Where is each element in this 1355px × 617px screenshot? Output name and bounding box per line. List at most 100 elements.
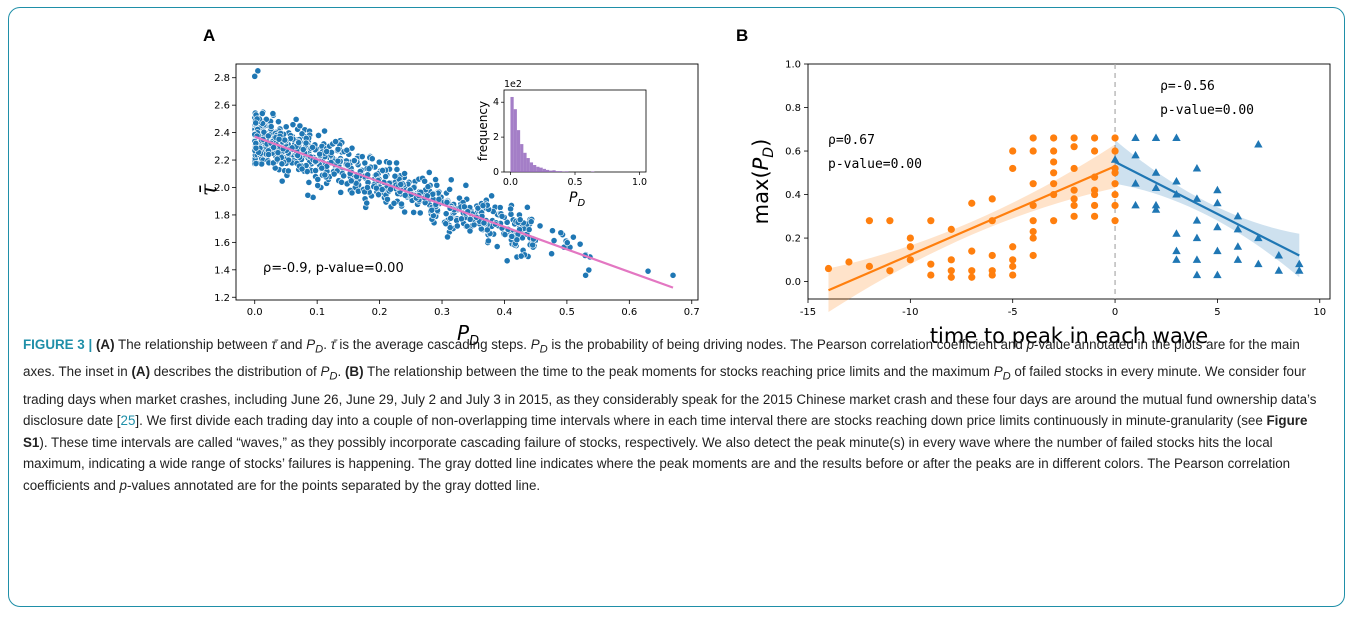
scatter-point [1151, 200, 1161, 209]
scatter-point [348, 189, 356, 197]
x-tick-label: 10 [1313, 307, 1326, 318]
scatter-point [1029, 251, 1037, 260]
caption-p: p [1026, 337, 1035, 352]
scatter-point [886, 217, 894, 225]
x-tick-label: 0.7 [684, 307, 700, 318]
inset-bar [523, 152, 527, 172]
caption-figure-s1-link[interactable]: Figure S1 [23, 413, 1308, 450]
scatter-point [281, 136, 289, 144]
y-label-part: ) [749, 139, 773, 147]
scatter-point [927, 271, 935, 279]
scatter-point [536, 222, 544, 230]
x-tick-label: 0.4 [497, 307, 513, 318]
scatter-point [424, 183, 432, 191]
scatter-point [1009, 243, 1017, 251]
scatter-point [1070, 164, 1078, 173]
annotation-rho-before: ρ=0.67 [828, 133, 875, 148]
caption-pd: P [993, 364, 1003, 380]
scatter-point [576, 240, 584, 248]
inset-x-label-subscript: D [577, 198, 585, 209]
caption-text: is the average cascading steps. [335, 337, 531, 352]
x-tick-label: 0.0 [247, 307, 263, 318]
inset-bar [536, 166, 540, 172]
scatter-point [1213, 246, 1222, 255]
y-tick-label: 0.0 [785, 277, 801, 288]
scatter-point [503, 218, 511, 226]
scatter-point [1254, 233, 1263, 242]
scatter-point [442, 220, 450, 228]
inset-x-tick-label: 0.0 [503, 177, 518, 188]
y-label-part: D [761, 147, 777, 158]
scatter-point [262, 115, 270, 123]
caption-ref-a: (A) [95, 337, 115, 352]
scatter-point [585, 266, 593, 274]
scatter-point [460, 203, 468, 211]
y-tick-label: 2.4 [214, 128, 230, 139]
scatter-point [278, 177, 286, 185]
scatter-point [298, 165, 306, 173]
scatter-point [947, 256, 955, 264]
scatter-point [458, 215, 465, 223]
scatter-point [498, 212, 506, 220]
scatter-point [338, 178, 345, 186]
fit-line [1114, 160, 1300, 257]
scatter-point [865, 217, 874, 225]
scatter-point [433, 181, 441, 189]
scatter-point [1090, 186, 1099, 194]
scatter-point [865, 262, 874, 270]
scatter-point [508, 232, 516, 240]
scatter-point [365, 165, 373, 173]
scatter-point [296, 122, 304, 130]
scatter-point [1233, 242, 1243, 250]
inset-y-label: frequency [476, 101, 490, 161]
scatter-point [1295, 266, 1304, 274]
scatter-point [314, 182, 322, 189]
scatter-point [292, 115, 300, 123]
scatter-point [284, 167, 292, 175]
scatter-point [968, 267, 976, 275]
scatter-point [391, 172, 399, 180]
scatter-point [347, 177, 355, 185]
scatter-point [503, 257, 511, 265]
inset-bar [552, 170, 556, 172]
caption-ref-b: (B) [344, 364, 364, 380]
inset-x-label: PD [569, 190, 585, 209]
scatter-point [968, 247, 976, 255]
scatter-point [299, 146, 307, 153]
scatter-point [968, 273, 976, 281]
scatter-point [453, 222, 461, 230]
caption-pd-sub: D [539, 343, 548, 356]
caption-pd: P [306, 337, 316, 352]
caption-citation-link[interactable]: 25 [120, 413, 136, 429]
caption-text: and [276, 337, 307, 352]
scatter-point [1090, 147, 1099, 155]
caption-text: . [337, 364, 345, 380]
scatter-point [1172, 133, 1181, 141]
y-label-part: P [749, 157, 773, 170]
x-tick-label: 0.6 [621, 307, 637, 318]
scatter-point [1295, 259, 1304, 268]
caption-text: of failed stocks in every minute. We con… [23, 364, 1317, 429]
y-tick-label: 2.8 [214, 73, 230, 84]
y-tick-label: 0.4 [785, 190, 801, 201]
scatter-point [1090, 212, 1099, 220]
scatter-point [363, 199, 371, 207]
scatter-point [330, 170, 338, 178]
y-tick-label: 2.6 [214, 101, 230, 112]
scatter-point [251, 72, 259, 80]
scatter-point [252, 144, 260, 152]
scatter-point [298, 130, 306, 138]
scatter-point [513, 236, 521, 244]
scatter-point [947, 225, 955, 233]
caption-tau: τ̄ [271, 337, 277, 352]
chart-b-frame [807, 63, 1331, 300]
x-tick-label: -5 [1008, 307, 1018, 318]
scatter-point [906, 256, 914, 264]
x-tick-label: 0.1 [309, 307, 325, 318]
scatter-point [824, 264, 833, 273]
caption-text: describes the distribution of [150, 364, 321, 380]
scatter-point [254, 67, 262, 75]
caption-figure-label: FIGURE 3 | [23, 337, 96, 352]
scatter-point [906, 243, 914, 251]
scatter-point [1131, 150, 1140, 159]
